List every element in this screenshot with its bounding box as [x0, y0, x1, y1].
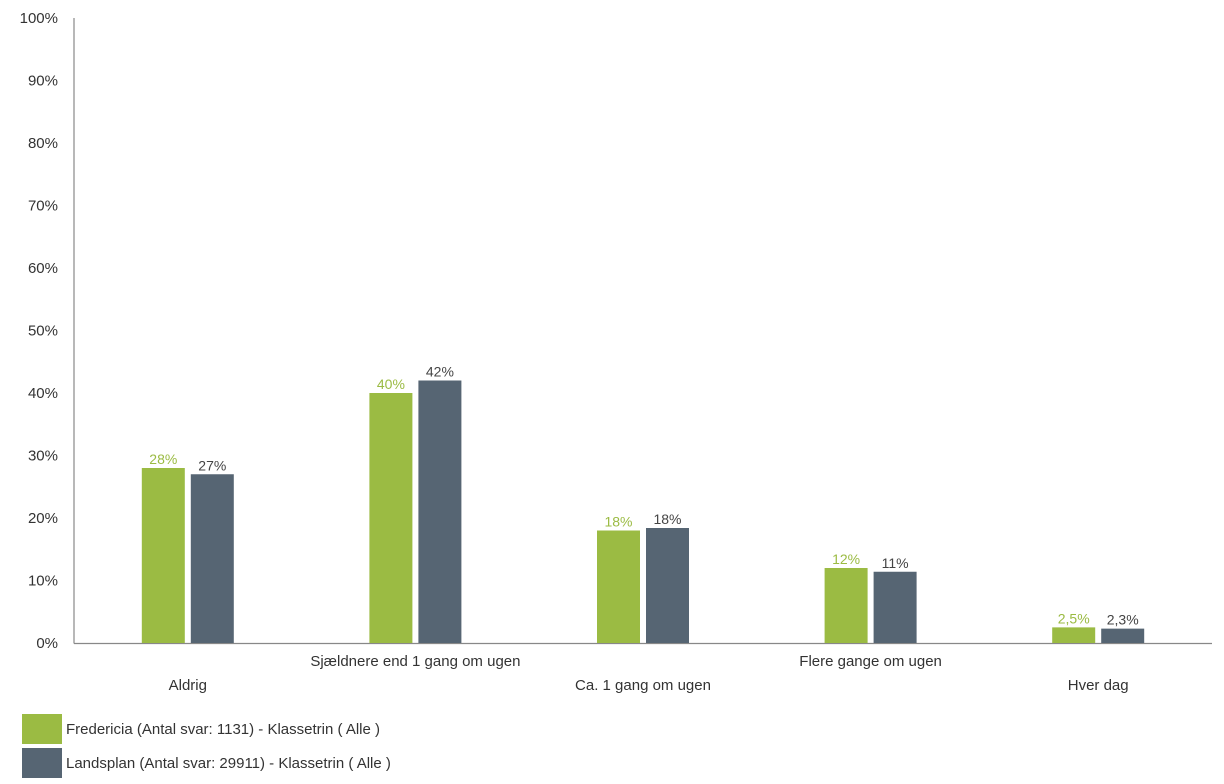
data-label: 2,3%	[1107, 612, 1139, 628]
bar-landsplan	[418, 380, 462, 643]
legend: Fredericia (Antal svar: 1131) - Klassetr…	[22, 712, 391, 780]
legend-label-fredericia: Fredericia (Antal svar: 1131) - Klassetr…	[66, 720, 380, 738]
y-tick-label: 10%	[28, 573, 58, 590]
y-tick-label: 20%	[28, 510, 58, 527]
data-label: 18%	[604, 514, 632, 530]
x-tick-label: Sjældnere end 1 gang om ugen	[310, 653, 520, 670]
y-tick-label: 100%	[20, 10, 58, 27]
legend-swatch-landsplan	[22, 748, 62, 778]
data-label: 27%	[198, 457, 226, 473]
bar-fredericia	[1052, 627, 1096, 643]
legend-swatch-fredericia	[22, 714, 62, 744]
y-tick-label: 0%	[36, 635, 58, 652]
x-tick-label: Flere gange om ugen	[799, 653, 942, 670]
legend-item-fredericia: Fredericia (Antal svar: 1131) - Klassetr…	[22, 712, 391, 746]
data-label: 28%	[149, 451, 177, 467]
bar-landsplan	[1101, 628, 1145, 643]
bar-fredericia	[369, 393, 413, 643]
x-tick-label: Ca. 1 gang om ugen	[575, 677, 711, 694]
bar-fredericia	[141, 468, 185, 643]
y-tick-label: 60%	[28, 260, 58, 277]
y-tick-label: 50%	[28, 323, 58, 340]
bar-landsplan	[646, 528, 689, 643]
y-tick-label: 90%	[28, 73, 58, 90]
data-label: 18%	[653, 511, 681, 527]
legend-label-landsplan: Landsplan (Antal svar: 29911) - Klassetr…	[66, 754, 391, 772]
y-tick-label: 70%	[28, 198, 58, 215]
x-tick-label: Hver dag	[1068, 677, 1129, 694]
data-label: 40%	[377, 376, 405, 392]
y-tick-label: 30%	[28, 448, 58, 465]
legend-item-landsplan: Landsplan (Antal svar: 29911) - Klassetr…	[22, 746, 391, 780]
bar-landsplan	[873, 571, 917, 643]
bar-landsplan	[190, 474, 234, 643]
x-tick-label: Aldrig	[169, 677, 207, 694]
data-label: 12%	[832, 551, 860, 567]
data-label: 2,5%	[1058, 610, 1090, 626]
bar-fredericia	[824, 568, 868, 643]
y-tick-label: 40%	[28, 385, 58, 402]
bar-fredericia	[597, 530, 640, 643]
data-label: 42%	[426, 364, 454, 380]
data-label: 11%	[882, 555, 909, 571]
y-tick-label: 80%	[28, 135, 58, 152]
